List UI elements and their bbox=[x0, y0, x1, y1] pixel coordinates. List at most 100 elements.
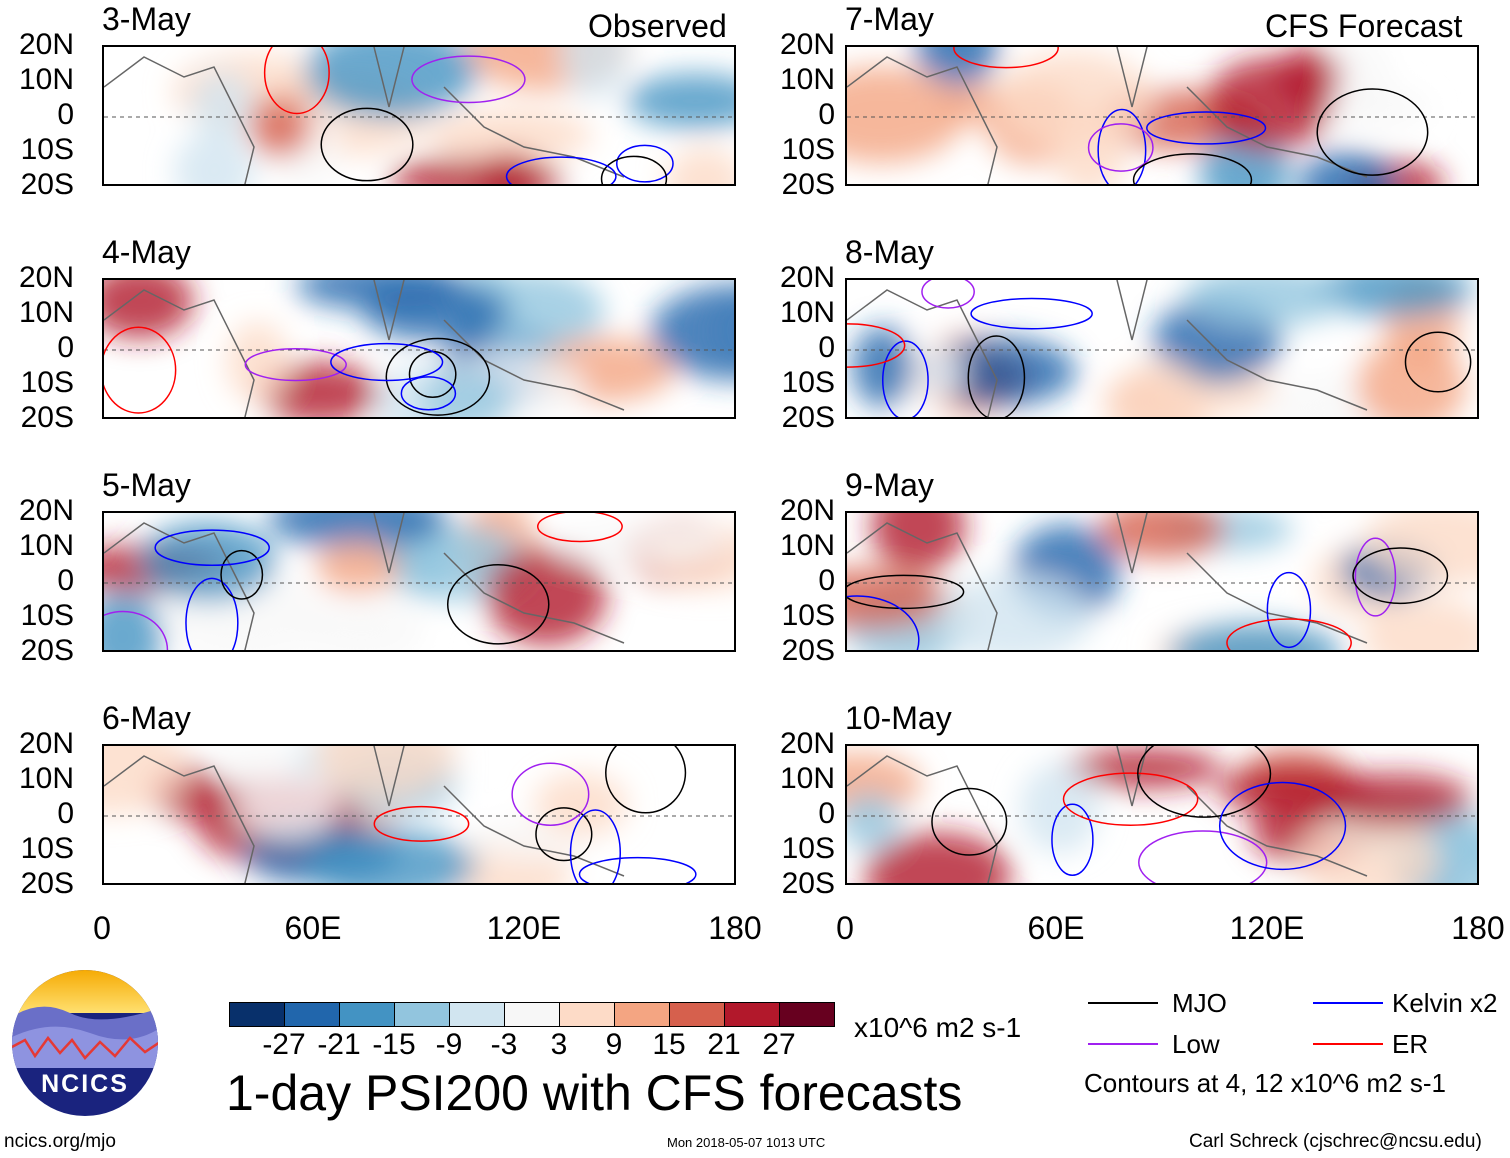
contour-line bbox=[1354, 537, 1397, 617]
anomaly-field bbox=[1053, 103, 1127, 184]
contour-line bbox=[921, 280, 975, 309]
contour-line bbox=[970, 297, 1093, 330]
colorbar-tick-label: -21 bbox=[317, 1028, 361, 1061]
anomaly-field bbox=[268, 513, 448, 550]
anomaly-field bbox=[1325, 47, 1393, 126]
colorbar-units: x10^6 m2 s-1 bbox=[854, 1012, 1022, 1043]
forecast-header: CFS Forecast bbox=[1265, 8, 1463, 44]
contour-line bbox=[505, 156, 617, 184]
legend-swatch-low bbox=[1088, 1043, 1158, 1045]
colorbar-tick-label: -3 bbox=[490, 1028, 518, 1061]
contour-line bbox=[411, 55, 526, 104]
y-tick-label: 20N bbox=[779, 494, 835, 527]
y-tick-label: 0 bbox=[818, 98, 835, 131]
coastline bbox=[847, 746, 1368, 883]
contour-line bbox=[1137, 746, 1272, 818]
anomaly-field bbox=[485, 547, 607, 646]
colorbar bbox=[229, 1002, 835, 1027]
contour-line bbox=[537, 513, 623, 543]
map-panel bbox=[845, 45, 1479, 186]
anomaly-field bbox=[870, 513, 966, 573]
contour-line bbox=[578, 856, 697, 883]
colorbar-swatch bbox=[670, 1003, 725, 1026]
colorbar-tick-label: -15 bbox=[372, 1028, 416, 1061]
anomaly-field bbox=[552, 520, 729, 567]
anomaly-field bbox=[299, 596, 424, 650]
anomaly-field bbox=[104, 591, 165, 650]
y-tick-label: 10N bbox=[18, 529, 74, 562]
anomaly-field bbox=[235, 769, 340, 841]
y-tick-label: 20N bbox=[18, 28, 74, 61]
contour-line bbox=[1146, 111, 1267, 145]
anomaly-field bbox=[1298, 814, 1440, 883]
y-tick-label: 10N bbox=[18, 296, 74, 329]
contour-note: Contours at 4, 12 x10^6 m2 s-1 bbox=[1084, 1068, 1446, 1098]
y-tick-label: 10S bbox=[20, 366, 74, 399]
legend-swatch-kelvin bbox=[1313, 1002, 1383, 1004]
colorbar-tick-label: 21 bbox=[707, 1028, 741, 1061]
y-tick-label: 10N bbox=[779, 296, 835, 329]
anomaly-field bbox=[362, 281, 509, 342]
x-tick-label: 0 bbox=[93, 910, 111, 946]
contour-line bbox=[446, 563, 550, 645]
colorbar-tick-label: 15 bbox=[652, 1028, 686, 1061]
contour-line bbox=[1097, 108, 1147, 184]
legend-label-kelvin: Kelvin x2 bbox=[1392, 988, 1498, 1018]
panel-date-label: 4-May bbox=[102, 234, 191, 270]
contour-line bbox=[882, 340, 929, 417]
y-tick-label: 10S bbox=[781, 366, 835, 399]
contour-line bbox=[953, 47, 1059, 69]
anomaly-field bbox=[173, 131, 255, 184]
y-tick-label: 0 bbox=[57, 98, 74, 131]
map-panel bbox=[845, 511, 1479, 652]
panel-date-label: 7-May bbox=[845, 1, 934, 37]
contour-line bbox=[1087, 123, 1154, 172]
contour-line bbox=[1352, 547, 1449, 605]
colorbar-swatch bbox=[560, 1003, 615, 1026]
y-tick-label: 0 bbox=[818, 331, 835, 364]
anomaly-field bbox=[1169, 623, 1342, 650]
contour-line bbox=[600, 155, 668, 184]
contour-line bbox=[1062, 772, 1199, 826]
contour-line bbox=[373, 805, 470, 842]
panel-date-label: 6-May bbox=[102, 700, 191, 736]
y-tick-label: 10N bbox=[779, 762, 835, 795]
contour-line bbox=[263, 47, 330, 115]
colorbar-tick-label: 27 bbox=[762, 1028, 796, 1061]
contour-line bbox=[1266, 571, 1312, 649]
contour-line bbox=[385, 337, 491, 416]
y-tick-label: 20S bbox=[20, 634, 74, 667]
observed-header: Observed bbox=[588, 8, 727, 44]
anomaly-field bbox=[851, 326, 915, 408]
colorbar-swatch bbox=[505, 1003, 560, 1026]
contour-line bbox=[847, 574, 965, 610]
contour-line bbox=[535, 807, 593, 862]
panel-date-label: 9-May bbox=[845, 467, 934, 503]
y-tick-label: 20N bbox=[18, 494, 74, 527]
coastline bbox=[104, 746, 625, 883]
map-panel bbox=[102, 744, 736, 885]
anomaly-field bbox=[104, 746, 188, 815]
anomaly-field bbox=[1184, 280, 1346, 328]
y-tick-label: 20S bbox=[781, 867, 835, 900]
anomaly-field bbox=[1275, 47, 1341, 108]
x-tick-label: 180 bbox=[708, 910, 762, 946]
x-tick-label: 0 bbox=[836, 910, 854, 946]
y-tick-label: 20N bbox=[779, 727, 835, 760]
colorbar-tick-label: 3 bbox=[550, 1028, 568, 1061]
y-tick-label: 0 bbox=[57, 331, 74, 364]
colorbar-swatch bbox=[725, 1003, 780, 1026]
coastline bbox=[847, 280, 1368, 417]
y-tick-label: 20S bbox=[20, 168, 74, 201]
contour-line bbox=[185, 577, 239, 650]
map-panel bbox=[102, 45, 736, 186]
anomaly-field bbox=[304, 47, 478, 119]
footer-url[interactable]: ncics.org/mjo bbox=[4, 1131, 116, 1152]
contour-line bbox=[154, 529, 270, 567]
colorbar-swatch bbox=[615, 1003, 670, 1026]
y-tick-label: 0 bbox=[818, 564, 835, 597]
anomaly-field bbox=[426, 108, 593, 163]
contour-line bbox=[320, 107, 414, 182]
anomaly-field bbox=[847, 66, 965, 164]
legend-swatch-mjo bbox=[1088, 1002, 1158, 1004]
